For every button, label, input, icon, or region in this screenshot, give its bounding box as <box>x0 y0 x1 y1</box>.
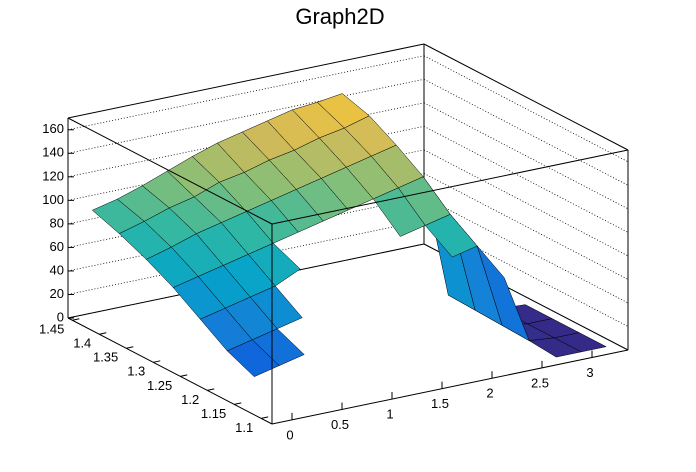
box-edge <box>271 149 629 225</box>
x-tick-label: 1.5 <box>431 396 449 411</box>
z-tick-label: 20 <box>50 286 64 301</box>
grid-line <box>423 78 629 186</box>
box-edge <box>423 43 629 151</box>
z-tick-label: 80 <box>50 215 64 230</box>
y-tick <box>99 332 107 335</box>
x-tick-label: 0.5 <box>331 417 349 432</box>
y-tick-label: 1.2 <box>181 392 199 407</box>
grid-line <box>423 149 629 257</box>
grid-line <box>423 102 629 210</box>
y-tick <box>261 416 269 419</box>
x-tick-label: 2.5 <box>531 375 549 390</box>
z-tick-label: 100 <box>42 192 64 207</box>
y-tick-label: 1.25 <box>147 378 172 393</box>
surface-cell <box>476 245 530 342</box>
y-tick <box>72 318 80 321</box>
chart-title: Graph2D <box>295 4 384 29</box>
x-tick-label: 3 <box>586 365 593 380</box>
y-tick <box>126 346 134 349</box>
x-tick-label: 0 <box>286 427 293 442</box>
y-tick-label: 1.3 <box>127 364 145 379</box>
y-tick-label: 1.1 <box>235 420 253 435</box>
z-tick-label: 160 <box>42 121 64 136</box>
y-tick <box>180 374 188 377</box>
z-tick-label: 0 <box>57 309 64 324</box>
grid-line <box>423 196 629 304</box>
z-tick-label: 140 <box>42 145 64 160</box>
y-tick <box>153 360 161 363</box>
y-tick <box>207 388 215 391</box>
grid-line <box>423 220 629 327</box>
grid-line <box>67 220 425 295</box>
grid-line <box>67 55 425 131</box>
grid-line <box>423 125 629 233</box>
surface-cell <box>424 214 478 258</box>
box-edge <box>67 43 425 119</box>
z-tick-label: 60 <box>50 239 64 254</box>
grid-line <box>423 173 629 280</box>
box-edge <box>67 317 273 425</box>
z-tick-label: 120 <box>42 168 64 183</box>
y-tick-label: 1.35 <box>93 350 118 365</box>
x-tick-label: 1 <box>386 406 393 421</box>
grid-line <box>423 55 629 163</box>
grid-line <box>67 78 425 154</box>
surface-cell <box>226 339 280 377</box>
y-tick <box>234 402 242 405</box>
box-edge <box>67 117 273 225</box>
z-tick-label: 40 <box>50 262 64 277</box>
y-tick-label: 1.4 <box>73 336 91 351</box>
y-tick-label: 1.45 <box>39 322 64 337</box>
y-tick-label: 1.15 <box>201 406 226 421</box>
grid-line <box>67 196 425 272</box>
surface-cell <box>528 337 582 358</box>
box-edge <box>271 349 629 425</box>
x-tick-label: 2 <box>486 386 493 401</box>
